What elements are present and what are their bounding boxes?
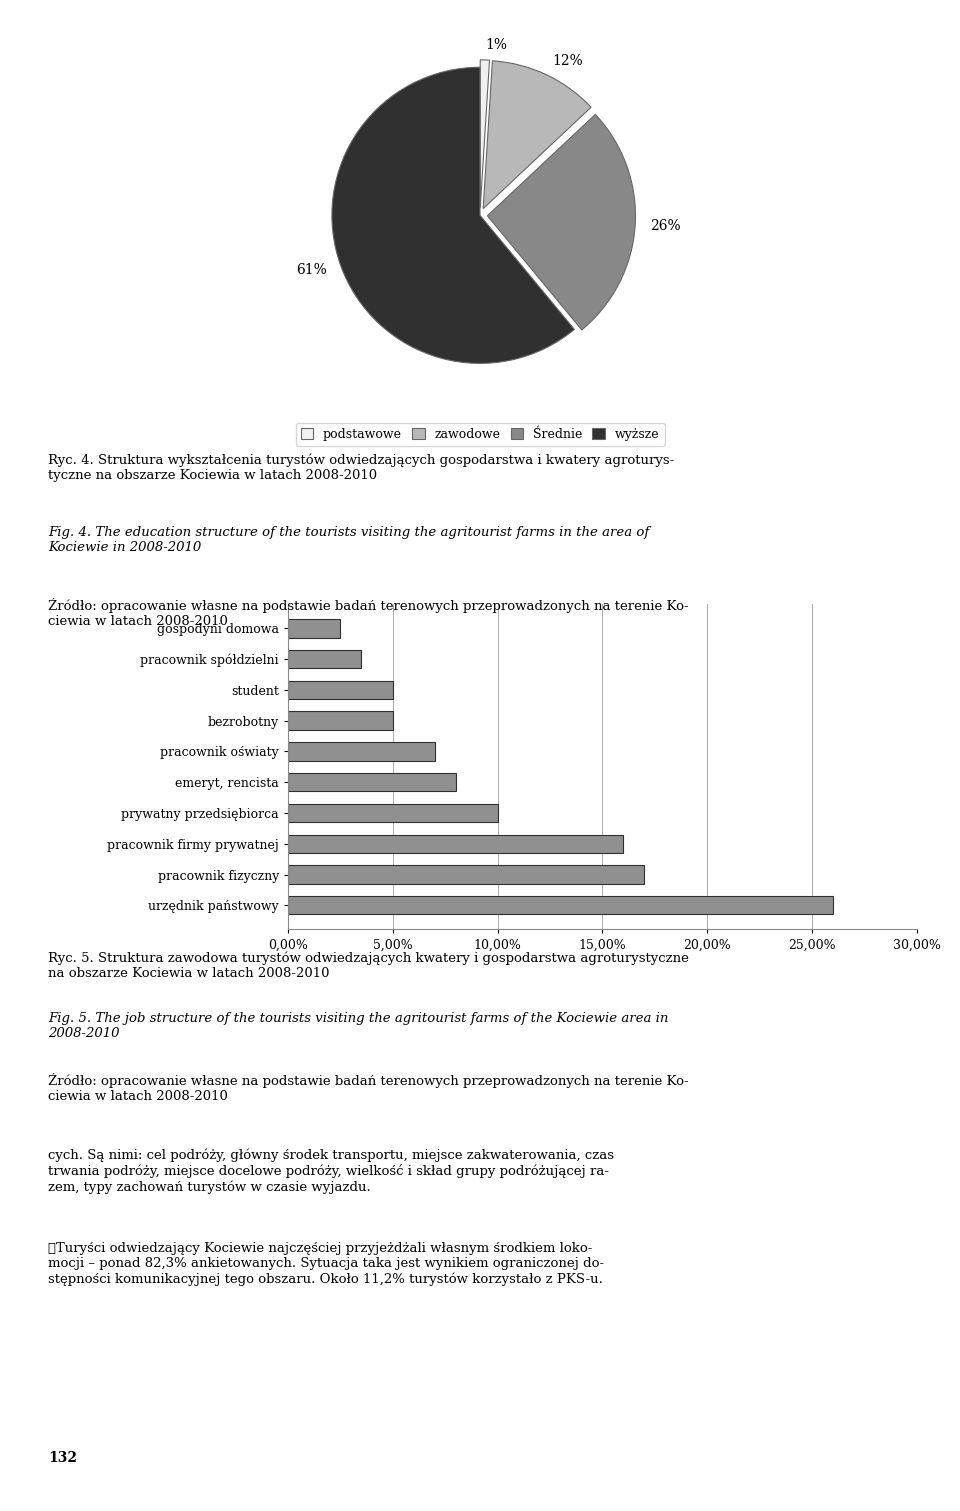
Bar (288, 834, 623, 854)
Text: 1%: 1% (486, 38, 507, 51)
Text: Ryc. 5. Struktura zawodowa turystów odwiedzających kwatery i gospodarstwa agrotu: Ryc. 5. Struktura zawodowa turystów odwi… (48, 952, 689, 981)
Text: 26%: 26% (650, 219, 681, 233)
Text: Źródło: opracowanie własne na podstawie badań terenowych przeprowadzonych na ter: Źródło: opracowanie własne na podstawie … (48, 1073, 688, 1103)
Bar (288, 774, 456, 792)
Wedge shape (480, 60, 490, 209)
Text: 61%: 61% (296, 263, 326, 278)
Text: 132: 132 (48, 1451, 77, 1464)
Wedge shape (488, 115, 636, 329)
Wedge shape (483, 60, 591, 209)
Text: Turyści odwiedzający Kociewie najczęściej przyjeżdżali własnym środkiem loko-
mo: Turyści odwiedzający Kociewie najczęście… (48, 1242, 604, 1286)
Text: Ryc. 4. Struktura wykształcenia turystów odwiedzających gospodarstwa i kwatery a: Ryc. 4. Struktura wykształcenia turystów… (48, 453, 674, 482)
Bar (288, 620, 341, 638)
Legend: podstawowe, zawodowe, Średnie, wyższe: podstawowe, zawodowe, Średnie, wyższe (296, 423, 664, 446)
Text: Fig. 4. The education structure of the tourists visiting the agritourist farms i: Fig. 4. The education structure of the t… (48, 526, 649, 555)
Bar (288, 896, 833, 914)
Bar (288, 804, 497, 822)
Text: Fig. 5. The job structure of the tourists visiting the agritourist farms of the : Fig. 5. The job structure of the tourist… (48, 1012, 668, 1041)
Wedge shape (332, 68, 574, 363)
Bar (288, 866, 644, 884)
Bar (288, 680, 393, 700)
Bar (288, 650, 361, 668)
Bar (288, 712, 393, 730)
Bar (288, 742, 435, 760)
Text: cych. Są nimi: cel podróży, główny środek transportu, miejsce zakwaterowania, cz: cych. Są nimi: cel podróży, główny środe… (48, 1148, 614, 1194)
Text: 12%: 12% (553, 54, 584, 68)
Text: Źródło: opracowanie własne na podstawie badań terenowych przeprowadzonych na ter: Źródło: opracowanie własne na podstawie … (48, 598, 688, 629)
